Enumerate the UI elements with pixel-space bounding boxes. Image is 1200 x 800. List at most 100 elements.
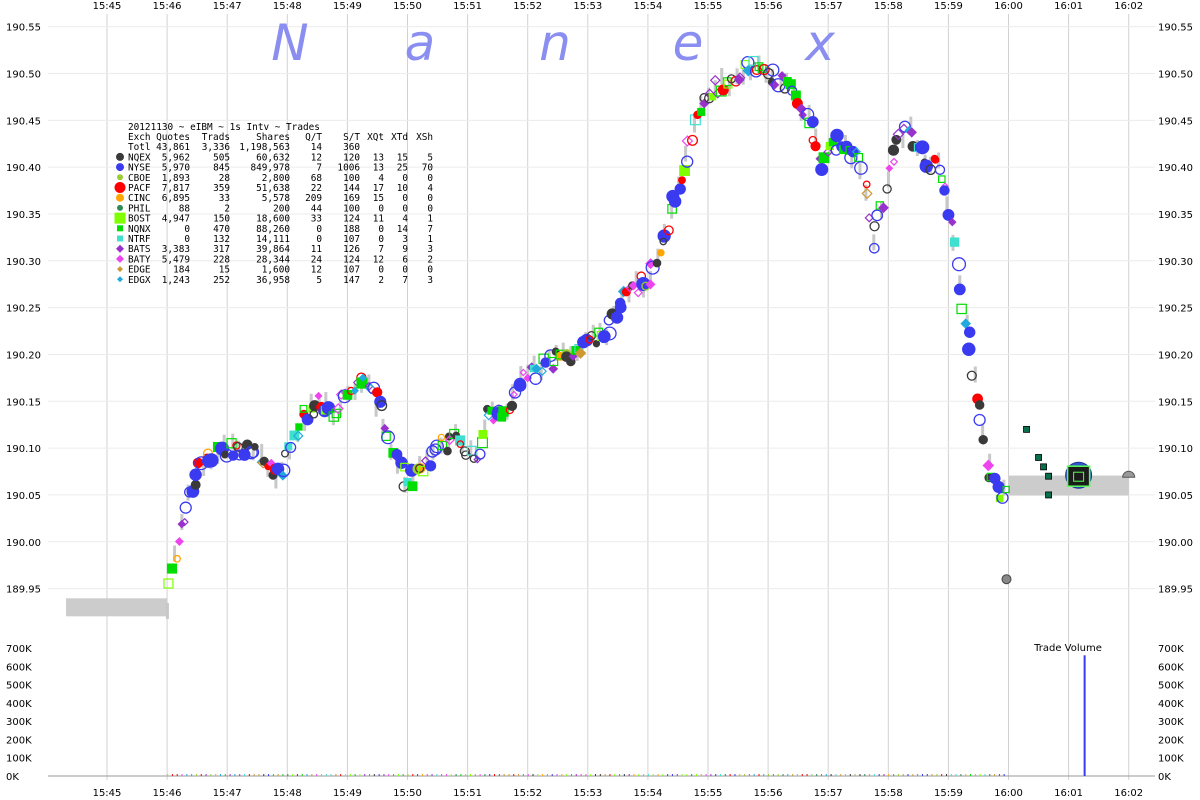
volume-bar bbox=[945, 774, 947, 776]
y-tick-label: 190.00 bbox=[6, 538, 41, 549]
trade-marker bbox=[437, 440, 448, 451]
trade-marker bbox=[166, 563, 178, 574]
legend-cell-exch: BATY bbox=[128, 254, 151, 265]
legend-cell-xtd: 0 bbox=[402, 265, 408, 276]
legend-cell-xsh: 70 bbox=[422, 163, 434, 174]
y-tick-label: 190.20 bbox=[1158, 350, 1193, 361]
legend-cell-xqt: 12 bbox=[373, 254, 384, 265]
legend-cell-exch: NYSE bbox=[128, 163, 151, 174]
legend-cell-st: 169 bbox=[343, 193, 360, 204]
volume-bar bbox=[609, 774, 611, 776]
volume-bar bbox=[311, 774, 313, 776]
trade-marker bbox=[868, 242, 880, 254]
trade-marker bbox=[437, 433, 446, 442]
legend-cell-qt: 0 bbox=[316, 224, 322, 235]
volume-bar bbox=[936, 774, 938, 776]
volume-bar bbox=[253, 774, 255, 776]
quote-tick bbox=[945, 196, 949, 213]
volume-tick-label: 400K bbox=[6, 699, 32, 710]
volume-bar bbox=[498, 774, 500, 776]
legend-cell-xqt: 0 bbox=[378, 265, 384, 276]
quote-tick bbox=[287, 443, 291, 460]
legend-row: PHIL 88 2 200 44 100 0 0 0 bbox=[117, 203, 433, 214]
legend-cell-xqt: 0 bbox=[378, 224, 384, 235]
trade-marker bbox=[592, 339, 601, 348]
trade-marker bbox=[1040, 463, 1047, 471]
quote-tick bbox=[973, 366, 977, 383]
trade-marker bbox=[810, 141, 821, 152]
watermark-letter: x bbox=[803, 14, 835, 72]
volume-bar bbox=[369, 774, 371, 776]
legend-cell-qt: 209 bbox=[305, 193, 322, 204]
volume-bar bbox=[551, 774, 553, 776]
legend-row: NQEX 5,962 505 60,632 12 120 13 15 5 bbox=[116, 152, 433, 163]
trade-marker bbox=[709, 74, 721, 86]
trade-marker bbox=[295, 423, 303, 431]
trade-marker bbox=[574, 347, 587, 359]
volume-bar bbox=[816, 774, 818, 776]
x-tick-label: 15:46 bbox=[153, 788, 182, 799]
legend-cell-trads: 505 bbox=[213, 152, 230, 163]
legend-cell-xqt: 11 bbox=[373, 214, 385, 225]
volume-bar bbox=[344, 774, 346, 776]
legend-cell-trads: 28 bbox=[219, 173, 231, 184]
volume-bar bbox=[590, 774, 592, 776]
trade-marker bbox=[862, 180, 871, 189]
legend-cell-xqt: 13 bbox=[373, 152, 384, 163]
x-tick-label: 15:47 bbox=[213, 788, 242, 799]
trade-marker bbox=[962, 342, 976, 356]
volume-bar bbox=[878, 774, 880, 776]
volume-bar bbox=[820, 774, 822, 776]
trade-marker bbox=[963, 326, 976, 338]
volume-bar bbox=[643, 774, 645, 776]
quote-tick bbox=[864, 184, 868, 201]
y-tick-label: 190.50 bbox=[1158, 70, 1193, 81]
volume-bar bbox=[662, 774, 664, 776]
volume-bar bbox=[181, 774, 183, 776]
legend-cell-qt: 7 bbox=[316, 163, 322, 174]
x-tick-label: 15:45 bbox=[93, 788, 122, 799]
legend-swatch bbox=[116, 193, 124, 202]
volume-bar bbox=[729, 774, 731, 776]
volume-bar bbox=[772, 774, 774, 776]
volume-axis-right: 700K 600K 500K 400K 300K 200K 100K 0K bbox=[1158, 644, 1184, 783]
quote-tick bbox=[598, 322, 602, 339]
trade-marker bbox=[818, 152, 830, 164]
volume-bar bbox=[676, 774, 678, 776]
y-tick-label: 190.30 bbox=[6, 257, 41, 268]
legend-swatch bbox=[114, 212, 126, 224]
volume-bar bbox=[248, 774, 250, 776]
volume-bar bbox=[224, 774, 226, 776]
volume-bar bbox=[421, 774, 423, 776]
x-tick-label: 15:49 bbox=[333, 1, 362, 12]
legend-cell-trads: 33 bbox=[219, 193, 230, 204]
trade-marker bbox=[474, 448, 486, 460]
quote-tick bbox=[850, 152, 854, 169]
quote-tick bbox=[526, 364, 530, 381]
volume-bar bbox=[210, 774, 212, 776]
volume-bar bbox=[950, 774, 952, 776]
quote-tick bbox=[909, 116, 913, 133]
volume-bar bbox=[268, 774, 270, 776]
trade-marker bbox=[885, 164, 894, 173]
volume-tick-label: 300K bbox=[1158, 717, 1184, 728]
trade-marker bbox=[996, 491, 1009, 504]
legend-cell-xtd: 15 bbox=[397, 152, 408, 163]
volume-bar bbox=[354, 774, 356, 776]
legend-row: PACF 7,817 359 51,638 22 144 17 10 4 bbox=[114, 182, 433, 194]
volume-tick-label: 700K bbox=[6, 644, 32, 655]
volume-bar bbox=[450, 774, 452, 776]
legend-swatch bbox=[114, 182, 126, 193]
volume-bar bbox=[989, 774, 991, 776]
quote-tick bbox=[338, 400, 342, 417]
legend-cell-quotes: 0 bbox=[184, 224, 190, 235]
legend-cell-trads: 317 bbox=[213, 244, 230, 255]
legend-swatch bbox=[116, 152, 124, 161]
volume-bar bbox=[325, 774, 327, 776]
trade-marker bbox=[285, 441, 297, 453]
trade-marker bbox=[978, 434, 988, 445]
volume-bar bbox=[633, 774, 635, 776]
volume-tick-label: 600K bbox=[1158, 662, 1184, 673]
legend-cell-qt: 68 bbox=[311, 173, 323, 184]
legend-cell-trads: 132 bbox=[213, 234, 230, 245]
